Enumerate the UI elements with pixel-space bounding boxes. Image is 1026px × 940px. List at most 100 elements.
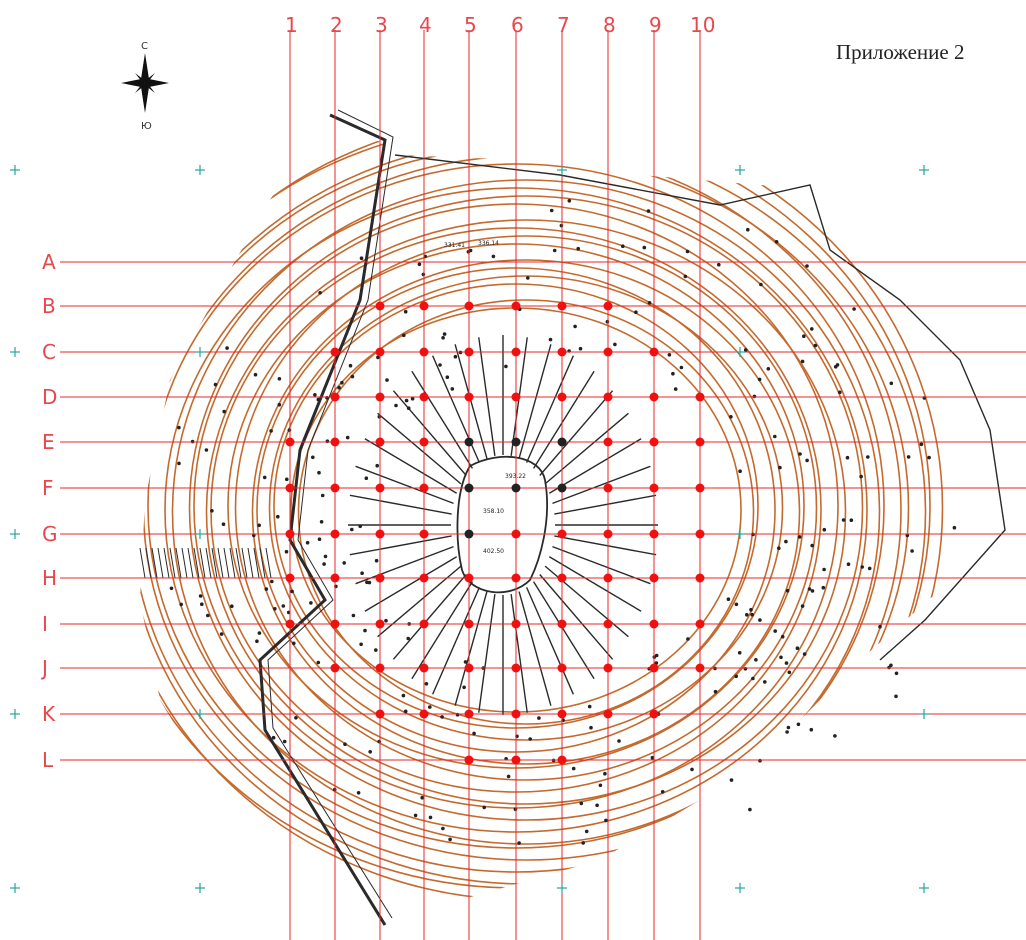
dump-hatch — [199, 547, 206, 579]
sample-point — [511, 437, 521, 447]
site-boundary — [394, 154, 1006, 661]
sample-point — [603, 573, 613, 583]
survey-point — [363, 628, 367, 633]
grid-row-label: L — [42, 748, 54, 772]
survey-point — [766, 367, 771, 371]
survey-point — [617, 739, 621, 743]
survey-point — [642, 245, 647, 250]
terrain-contours — [140, 115, 944, 900]
sample-point — [649, 392, 659, 402]
survey-point — [319, 520, 324, 524]
survey-point — [351, 613, 356, 618]
survey-point — [343, 742, 347, 746]
sample-point — [419, 347, 429, 357]
survey-point — [441, 826, 445, 831]
survey-point — [377, 415, 382, 419]
survey-point — [849, 518, 854, 522]
survey-point — [428, 815, 433, 820]
sample-point — [603, 619, 613, 629]
survey-point — [204, 448, 209, 452]
spot-height-label: 336.14 — [478, 240, 499, 247]
bench-line — [392, 390, 467, 476]
sample-point — [695, 483, 705, 493]
sample-point — [464, 709, 474, 719]
bench-line — [364, 556, 458, 612]
survey-point — [589, 725, 593, 730]
survey-point — [277, 402, 282, 407]
survey-point — [442, 332, 447, 336]
survey-point — [404, 398, 409, 403]
survey-point — [679, 365, 684, 370]
survey-point — [860, 565, 864, 569]
sample-point — [695, 392, 705, 402]
sample-point — [375, 529, 385, 539]
survey-point — [671, 371, 675, 376]
sample-point — [375, 301, 385, 311]
survey-point — [634, 310, 638, 315]
survey-point — [660, 790, 665, 794]
sample-point — [419, 483, 429, 493]
dump-hatch — [211, 547, 218, 579]
sample-point — [330, 573, 340, 583]
dump-hatch — [229, 547, 236, 579]
survey-point — [578, 346, 583, 351]
sample-point — [557, 437, 567, 447]
sample-point — [695, 529, 705, 539]
contour-line — [171, 179, 881, 845]
survey-point — [752, 394, 757, 399]
dump-hatch — [235, 547, 242, 579]
sample-point — [419, 529, 429, 539]
survey-point — [526, 276, 530, 280]
survey-point — [179, 602, 183, 607]
sample-point — [695, 619, 705, 629]
grid-row-label: D — [42, 385, 57, 409]
survey-point — [737, 651, 742, 655]
survey-point — [374, 558, 379, 563]
dump-hatch — [187, 547, 194, 579]
survey-point — [605, 319, 610, 324]
survey-point — [320, 493, 325, 498]
survey-point — [713, 689, 718, 694]
sample-point — [419, 437, 429, 447]
survey-point — [894, 671, 899, 676]
sample-point — [375, 709, 385, 719]
bench-line — [548, 438, 642, 494]
spot-height-label: 393.22 — [505, 473, 526, 480]
survey-point — [809, 727, 814, 732]
survey-point — [810, 589, 815, 593]
survey-point — [287, 428, 292, 432]
bench-line — [518, 591, 552, 706]
cross-marker-icon — [10, 347, 20, 357]
survey-point — [746, 227, 750, 232]
sample-point — [330, 347, 340, 357]
sample-point — [375, 663, 385, 673]
sample-point — [285, 529, 295, 539]
spot-height-label: 331.41 — [444, 242, 465, 249]
survey-point — [255, 639, 259, 643]
survey-point — [257, 631, 262, 635]
survey-point — [910, 549, 914, 553]
sample-point — [557, 392, 567, 402]
survey-point — [587, 704, 592, 709]
survey-point — [364, 476, 369, 481]
survey-point — [253, 372, 258, 377]
sample-point — [649, 663, 659, 673]
dump-hatch — [181, 547, 188, 579]
survey-point — [846, 562, 851, 566]
survey-point — [773, 629, 777, 633]
bench-line — [392, 574, 467, 660]
survey-point — [686, 637, 690, 641]
cross-marker-icon — [10, 165, 20, 175]
survey-point — [780, 634, 785, 639]
bench-line — [355, 465, 454, 505]
survey-point — [316, 397, 321, 402]
grid-column-label: 4 — [419, 13, 432, 37]
sample-point — [603, 663, 613, 673]
grid-row-label: E — [42, 430, 55, 454]
grid-row-label: F — [42, 476, 54, 500]
bench-line — [539, 574, 614, 660]
survey-point — [450, 387, 455, 391]
survey-point — [413, 813, 418, 818]
sample-point — [557, 483, 567, 493]
